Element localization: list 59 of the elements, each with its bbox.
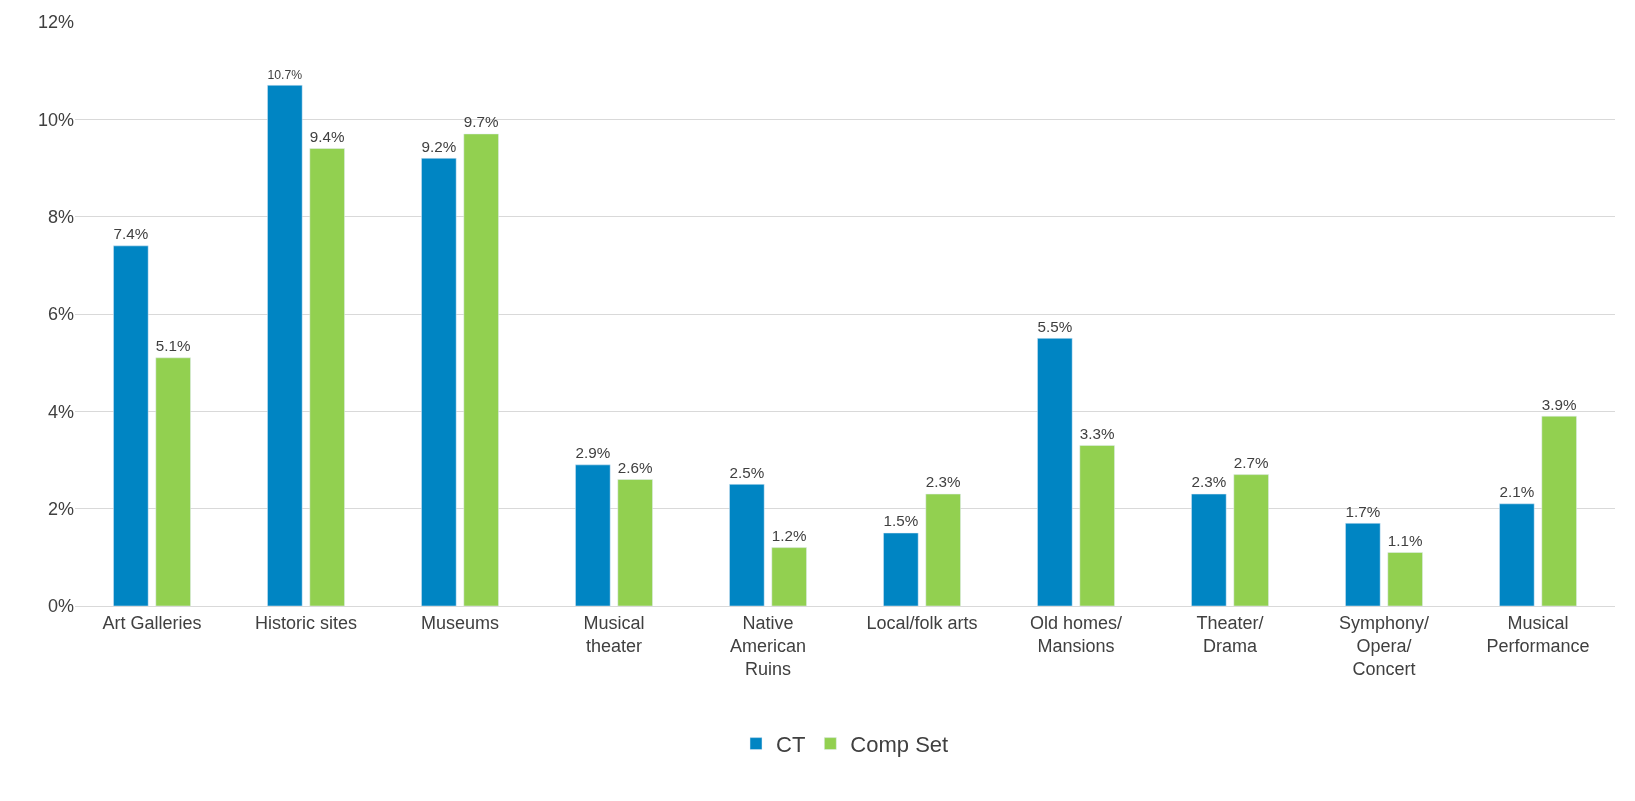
bar	[1345, 523, 1381, 606]
bar	[463, 133, 499, 606]
y-tick-label: 10%	[37, 109, 74, 130]
bar	[925, 493, 961, 606]
data-label: 9.4%	[309, 127, 345, 145]
x-tick-label: Theater/ Drama	[1196, 612, 1264, 656]
x-tick-label: Musical theater	[583, 612, 645, 656]
x-tick-label: Symphony/ Opera/ Concert	[1338, 612, 1430, 680]
bar	[1191, 493, 1227, 606]
bar	[883, 532, 919, 606]
bar	[267, 85, 303, 606]
data-label: 7.4%	[113, 225, 149, 243]
y-tick-label: 8%	[47, 206, 74, 227]
legend-label: Comp Set	[850, 732, 949, 758]
data-label: 2.9%	[575, 444, 611, 462]
y-tick-label: 4%	[47, 401, 74, 422]
x-tick-label: Native American Ruins	[729, 612, 807, 680]
data-label: 3.3%	[1079, 424, 1115, 442]
data-label: 2.6%	[617, 458, 653, 476]
data-label: 2.3%	[925, 473, 961, 491]
bar	[617, 479, 653, 606]
bar	[1079, 445, 1115, 606]
data-label: 1.2%	[771, 527, 807, 545]
data-label: 1.5%	[883, 512, 919, 530]
bar	[575, 464, 611, 606]
data-label: 2.5%	[729, 463, 765, 481]
bar	[729, 484, 765, 606]
x-tick-label: Old homes/ Mansions	[1029, 612, 1123, 656]
bar	[309, 148, 345, 606]
data-label: 9.7%	[463, 113, 499, 131]
x-tick-label: Art Galleries	[102, 612, 202, 633]
data-label: 3.9%	[1541, 395, 1577, 413]
x-tick-label: Local/folk arts	[866, 612, 978, 633]
bar	[113, 245, 149, 606]
bar	[1233, 474, 1269, 606]
bar	[1037, 338, 1073, 606]
bar	[1541, 415, 1577, 606]
data-label: 5.1%	[155, 337, 191, 355]
data-label: 1.1%	[1387, 531, 1423, 549]
x-tick-label: Musical Performance	[1486, 612, 1590, 656]
data-label: 10.7%	[267, 68, 303, 83]
legend-label: CT	[776, 732, 806, 758]
data-label: 2.1%	[1499, 483, 1535, 501]
y-tick-label: 12%	[37, 12, 74, 33]
data-label: 2.7%	[1233, 454, 1269, 472]
y-tick-label: 2%	[47, 498, 74, 519]
x-tick-label: Historic sites	[254, 612, 358, 633]
data-label: 9.2%	[421, 137, 457, 155]
data-label: 1.7%	[1345, 502, 1381, 520]
bar	[421, 158, 457, 606]
y-tick-label: 6%	[47, 304, 74, 325]
bar	[155, 357, 191, 606]
bar	[1387, 552, 1423, 606]
bar	[771, 547, 807, 606]
data-label: 2.3%	[1191, 473, 1227, 491]
bar	[1499, 503, 1535, 606]
x-tick-label: Museums	[420, 612, 500, 633]
y-tick-label: 0%	[47, 596, 74, 617]
data-label: 5.5%	[1037, 317, 1073, 335]
